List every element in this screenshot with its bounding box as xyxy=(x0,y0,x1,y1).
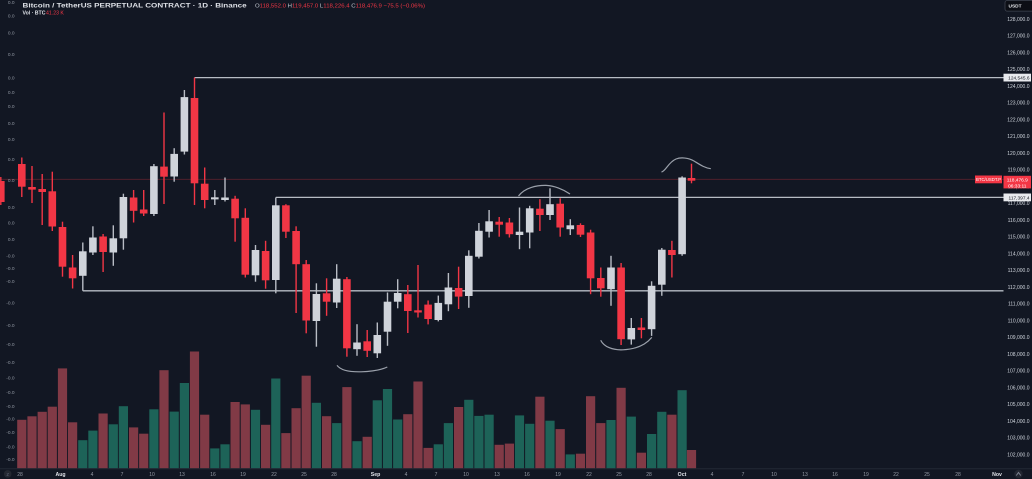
svg-text:19: 19 xyxy=(555,472,561,478)
svg-text:-0.0: -0.0 xyxy=(6,404,15,410)
svg-text:125,000.0: 125,000.0 xyxy=(1007,67,1029,73)
svg-text:13: 13 xyxy=(179,472,185,478)
svg-text:28: 28 xyxy=(646,472,652,478)
svg-text:118,476.9: 118,476.9 xyxy=(1007,177,1028,183)
svg-text:108,000.0: 108,000.0 xyxy=(1007,352,1029,358)
svg-text:109,000.0: 109,000.0 xyxy=(1007,335,1029,341)
svg-text:127,000.0: 127,000.0 xyxy=(1007,34,1029,40)
svg-text:16: 16 xyxy=(832,472,838,478)
svg-text:111,000.0: 111,000.0 xyxy=(1008,302,1030,308)
svg-text:Sep: Sep xyxy=(371,472,381,478)
svg-text:0.0: 0.0 xyxy=(8,52,15,58)
svg-text:16: 16 xyxy=(524,472,530,478)
svg-text:105,000.0: 105,000.0 xyxy=(1007,402,1029,408)
svg-text:0.0: 0.0 xyxy=(8,157,15,163)
svg-text:0.0: 0.0 xyxy=(8,205,15,211)
svg-text:113,000.0: 113,000.0 xyxy=(1008,268,1030,274)
svg-text:124,000.0: 124,000.0 xyxy=(1007,84,1029,90)
svg-text:0.0: 0.0 xyxy=(8,121,15,127)
svg-text:10: 10 xyxy=(463,472,469,478)
svg-text:7: 7 xyxy=(121,472,124,478)
svg-text:119,000.0: 119,000.0 xyxy=(1008,168,1030,174)
svg-text:114,000.0: 114,000.0 xyxy=(1008,251,1030,257)
svg-text:Bitcoin / TetherUS PERPETUAL C: Bitcoin / TetherUS PERPETUAL CONTRACT · … xyxy=(23,2,247,9)
svg-text:117,397.4: 117,397.4 xyxy=(1009,195,1030,201)
svg-text:0.0: 0.0 xyxy=(8,90,15,96)
svg-text:-0.0: -0.0 xyxy=(6,417,15,423)
svg-text:124,545.6: 124,545.6 xyxy=(1008,76,1030,82)
svg-text:-0.0: -0.0 xyxy=(6,279,15,285)
svg-text:4: 4 xyxy=(91,472,94,478)
svg-text:28: 28 xyxy=(955,472,961,478)
svg-text:22: 22 xyxy=(893,472,899,478)
svg-text:22: 22 xyxy=(586,472,592,478)
svg-text:128,000.0: 128,000.0 xyxy=(1007,17,1029,23)
svg-text:104,000.0: 104,000.0 xyxy=(1007,419,1029,425)
svg-text:Vol · BTC: Vol · BTC xyxy=(23,11,46,17)
svg-text:25: 25 xyxy=(616,472,622,478)
svg-text:16: 16 xyxy=(210,472,216,478)
svg-text:-0.0: -0.0 xyxy=(6,323,15,329)
svg-text:13: 13 xyxy=(802,472,808,478)
svg-text:25: 25 xyxy=(924,472,930,478)
svg-text:0.0: 0.0 xyxy=(8,31,15,37)
svg-text:25: 25 xyxy=(301,472,307,478)
svg-text:-0.0: -0.0 xyxy=(6,301,15,307)
svg-text:0.0: 0.0 xyxy=(8,104,15,110)
svg-text:122,000.0: 122,000.0 xyxy=(1007,118,1029,124)
svg-text:06:33:11: 06:33:11 xyxy=(1008,183,1027,189)
svg-text:7: 7 xyxy=(435,472,438,478)
svg-text:-0.0: -0.0 xyxy=(6,342,15,348)
svg-text:Aug: Aug xyxy=(55,472,65,478)
svg-text:102,000.0: 102,000.0 xyxy=(1007,452,1029,458)
svg-text:19: 19 xyxy=(240,472,246,478)
svg-text:10: 10 xyxy=(771,472,777,478)
svg-text:-0.0: -0.0 xyxy=(6,390,15,396)
svg-text:120,000.0: 120,000.0 xyxy=(1007,151,1029,157)
svg-text:4: 4 xyxy=(711,472,714,478)
svg-text:-0.0: -0.0 xyxy=(6,457,15,463)
svg-text:106,000.0: 106,000.0 xyxy=(1007,385,1029,391)
svg-text:41.23 K: 41.23 K xyxy=(46,11,64,17)
svg-text:123,000.0: 123,000.0 xyxy=(1007,101,1029,107)
svg-text:-0.0: -0.0 xyxy=(6,444,15,450)
svg-text:-0.0: -0.0 xyxy=(6,254,15,260)
svg-text:Nov: Nov xyxy=(992,472,1002,478)
svg-text:19: 19 xyxy=(863,472,869,478)
svg-text:-0.0: -0.0 xyxy=(6,266,15,272)
svg-text:z: z xyxy=(6,472,9,478)
svg-text:117,000.0: 117,000.0 xyxy=(1008,201,1030,207)
svg-text:Oct: Oct xyxy=(678,472,687,478)
svg-text:121,000.0: 121,000.0 xyxy=(1007,134,1029,140)
svg-text:-0.0: -0.0 xyxy=(6,376,15,382)
svg-text:28: 28 xyxy=(17,472,23,478)
svg-text:0.0: 0.0 xyxy=(8,137,15,143)
svg-text:103,000.0: 103,000.0 xyxy=(1007,436,1029,442)
svg-text:126,000.0: 126,000.0 xyxy=(1007,51,1029,57)
svg-text:USDT: USDT xyxy=(1009,4,1022,10)
svg-text:0.0: 0.0 xyxy=(8,0,15,6)
svg-text:0.0: 0.0 xyxy=(8,178,15,184)
svg-text:0.0: 0.0 xyxy=(8,237,15,243)
svg-text:4: 4 xyxy=(405,472,408,478)
svg-text:28: 28 xyxy=(331,472,337,478)
svg-text:115,000.0: 115,000.0 xyxy=(1008,235,1030,241)
svg-text:0.0: 0.0 xyxy=(8,76,15,82)
svg-text:-0.0: -0.0 xyxy=(6,360,15,366)
svg-text:0.0: 0.0 xyxy=(8,221,15,227)
svg-text:0.0: 0.0 xyxy=(8,14,15,20)
svg-text:10: 10 xyxy=(149,472,155,478)
svg-text:107,000.0: 107,000.0 xyxy=(1007,369,1029,375)
svg-text:110,000.0: 110,000.0 xyxy=(1008,318,1030,324)
svg-text:22: 22 xyxy=(271,472,277,478)
svg-text:BTC/USDT.P: BTC/USDT.P xyxy=(976,177,1001,182)
svg-text:116,000.0: 116,000.0 xyxy=(1008,218,1030,224)
svg-text:112,000.0: 112,000.0 xyxy=(1008,285,1030,291)
svg-text:7: 7 xyxy=(742,472,745,478)
svg-text:13: 13 xyxy=(494,472,500,478)
svg-text:O118,552.0 H119,457.0 L118,226: O118,552.0 H119,457.0 L118,226.4 C118,47… xyxy=(255,4,425,10)
svg-text:-0.0: -0.0 xyxy=(6,430,15,436)
